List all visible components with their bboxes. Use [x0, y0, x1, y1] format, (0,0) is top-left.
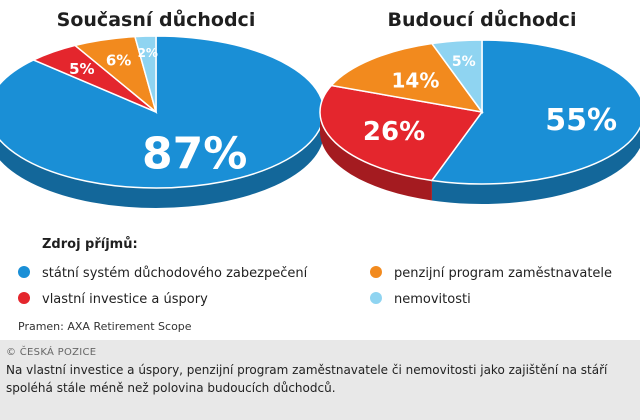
pies: 87% 5% 6% 2% 55% 26% 14% 5%: [0, 35, 640, 208]
legend-swatch-state: [18, 266, 30, 278]
pie-future-label-3: 5%: [452, 54, 476, 70]
pie-future-slice-0: [430, 39, 640, 185]
pie-current-slice-3: [133, 35, 157, 113]
legend-label-property: nemovitosti: [394, 292, 471, 307]
pie-title-future: Budoucí důchodci: [388, 8, 577, 31]
pie-future-slice-3: [430, 39, 483, 115]
pie-current-label-3: 2%: [138, 46, 158, 60]
chart: 87% 5% 6% 2% 55% 26% 14% 5% Současní důchodci B…: [0, 8, 640, 333]
pie-future-label-2: 14%: [392, 69, 440, 93]
legend-swatch-property: [370, 292, 382, 304]
legend-label-savings: vlastní investice a úspory: [42, 292, 208, 307]
pie-future-label-0: 55%: [545, 103, 617, 138]
pie-current-label-1: 5%: [69, 60, 94, 78]
legend: Zdroj příjmů: státní systém důchodového …: [18, 237, 612, 307]
pie-future-label-1: 26%: [363, 117, 425, 147]
legend-swatch-savings: [18, 292, 30, 304]
pie-future-side-0: [431, 127, 640, 204]
legend-heading: Zdroj příjmů:: [42, 237, 138, 252]
source-note: Pramen: AXA Retirement Scope: [18, 320, 192, 333]
pie-current-slice-0: [0, 35, 325, 189]
photo-credit: © ČESKÁ POZICE: [6, 347, 97, 358]
legend-label-employer: penzijní program zaměstnavatele: [394, 266, 612, 281]
caption-box: © ČESKÁ POZICE Na vlastní investice a ús…: [0, 340, 640, 420]
pie-future-slice-1: [319, 84, 484, 182]
pie-future-side-1: [320, 112, 432, 201]
legend-swatch-employer: [370, 266, 382, 278]
legend-label-state: státní systém důchodového zabezpečení: [42, 266, 308, 281]
caption-text: Na vlastní investice a úspory, penzijní …: [6, 363, 608, 395]
pie-current-side-0: [0, 112, 324, 208]
pie-current-label-0: 87%: [142, 128, 247, 179]
pie-title-current: Současní důchodci: [57, 8, 256, 31]
pie-current-label-2: 6%: [106, 51, 131, 69]
